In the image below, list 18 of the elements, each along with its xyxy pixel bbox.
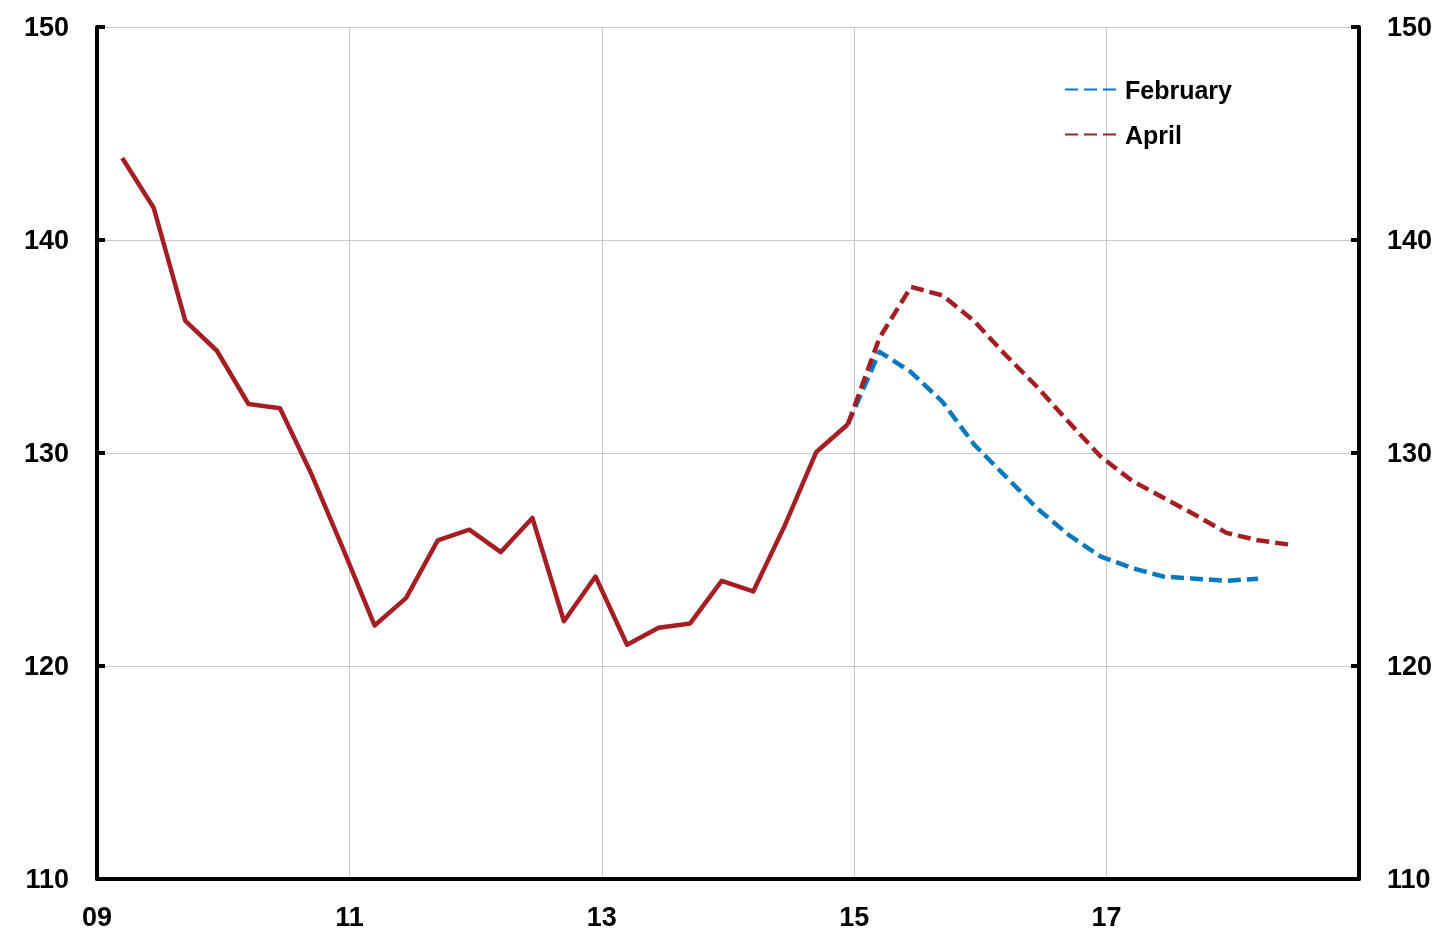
y-tick-label: 130	[23, 438, 69, 468]
y2-tick-label: 110	[1387, 864, 1431, 894]
legend-label: April	[1125, 120, 1182, 149]
y2-tick-label: 120	[1387, 651, 1433, 681]
y2-tick-label: 140	[1387, 225, 1433, 255]
y-tick-label: 150	[23, 12, 69, 42]
x-tick-label: 09	[81, 901, 113, 932]
y-tick-label: 110	[25, 864, 69, 894]
x-tick-label: 11	[335, 901, 364, 932]
y-tick-label: 140	[23, 225, 69, 255]
line-series	[845, 349, 1261, 584]
x-tick-label: 15	[839, 901, 870, 932]
legend-label: February	[1125, 75, 1233, 104]
x-tick-label: 17	[1091, 901, 1122, 932]
y2-tick-label: 130	[1387, 438, 1433, 468]
x-tick-label: 13	[586, 901, 617, 932]
y2-tick-label: 150	[1387, 12, 1433, 42]
y-tick-label: 120	[23, 651, 69, 681]
